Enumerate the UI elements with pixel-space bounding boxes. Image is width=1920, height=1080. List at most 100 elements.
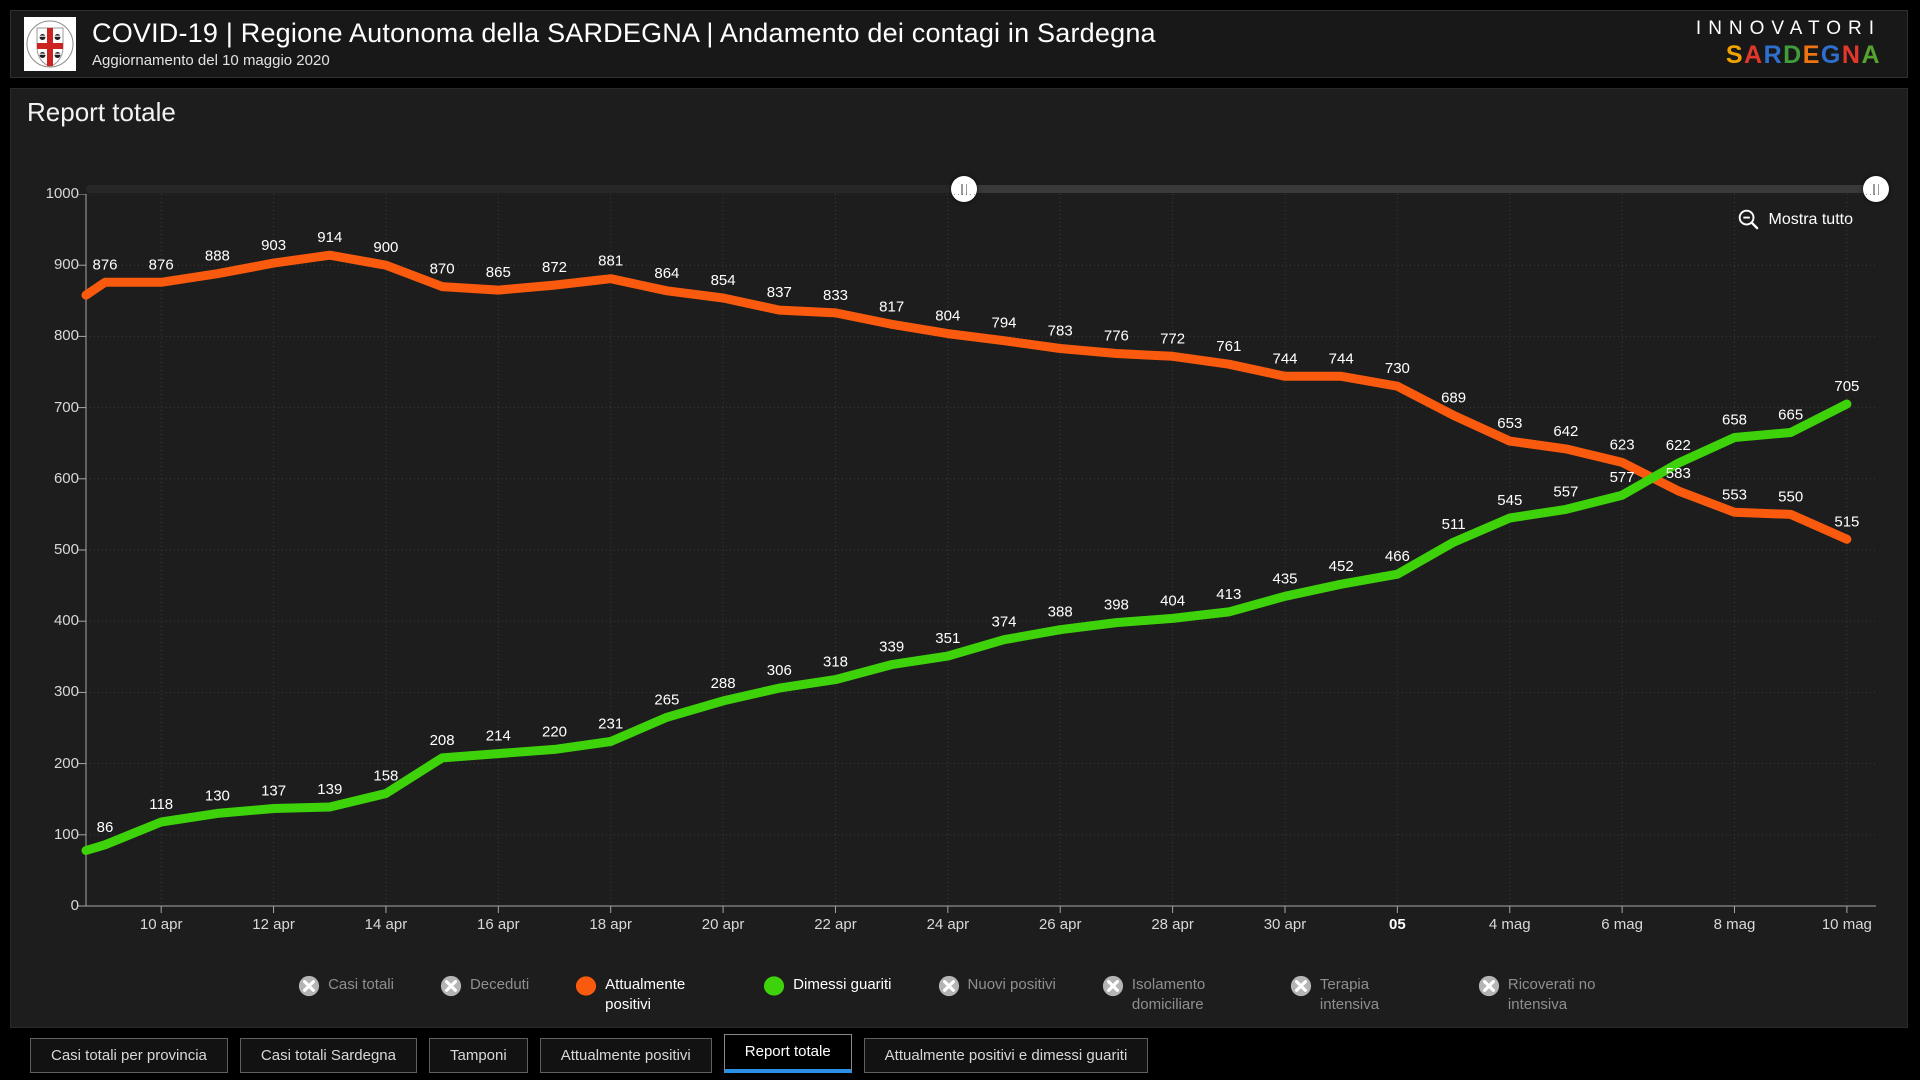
scrollbar-handle-right[interactable] <box>1863 176 1889 202</box>
innovatori-sardegna-logo: INNOVATORI SARDEGNA <box>1696 18 1881 70</box>
y-axis-label: 200 <box>53 754 79 772</box>
legend-label: Terapia intensiva <box>1319 976 1380 1013</box>
chart-legend: Casi totali Deceduti Attualmente positivi D… <box>71 975 1847 1014</box>
section-title: Report totale <box>27 97 176 127</box>
value-label: 137 <box>261 783 286 800</box>
legend-disabled-x-icon <box>440 975 462 997</box>
value-label: 730 <box>1385 360 1410 377</box>
value-label: 220 <box>542 723 567 740</box>
legend-series-marker <box>764 976 785 996</box>
x-axis-label: 16 apr <box>477 916 520 933</box>
series-dimessi-guariti[interactable] <box>81 399 1852 855</box>
tab-attualmente-positivi[interactable]: Attualmente positivi <box>539 1038 712 1073</box>
legend-item-nuovi-positivi[interactable]: Nuovi positivi <box>938 975 1056 997</box>
legend-disabled-x-icon <box>1478 975 1499 997</box>
y-axis-label: 600 <box>53 469 79 487</box>
x-axis-label: 30 apr <box>1263 916 1307 933</box>
legend-label: Deceduti <box>469 976 530 993</box>
value-label: 306 <box>767 662 792 679</box>
value-label: 583 <box>1666 465 1691 482</box>
value-label: 265 <box>654 691 679 708</box>
value-label: 231 <box>598 716 623 733</box>
tab-report-totale[interactable]: Report totale <box>723 1034 852 1073</box>
update-date: Aggiornamento del 10 maggio 2020 <box>92 52 330 70</box>
legend-item-deceduti[interactable]: Deceduti <box>440 975 529 997</box>
x-axis-label: 22 apr <box>814 916 857 933</box>
legend-disabled-x-icon <box>299 975 320 997</box>
brand-letter: A <box>1744 41 1764 69</box>
x-axis-label: 28 apr <box>1151 916 1194 933</box>
tab-tamponi[interactable]: Tamponi <box>429 1038 528 1073</box>
x-axis-label: 18 apr <box>589 916 632 933</box>
y-axis-label: 100 <box>53 825 79 843</box>
value-label: 865 <box>486 264 511 281</box>
legend-label: Ricoverati no intensiva <box>1507 976 1596 1013</box>
value-label: 553 <box>1722 486 1747 503</box>
header-titles: COVID-19 | Regione Autonoma della SARDEG… <box>92 18 1696 70</box>
tab-casi-totali-sardegna[interactable]: Casi totali Sardegna <box>239 1038 417 1073</box>
value-label: 550 <box>1778 488 1803 505</box>
value-label: 158 <box>373 768 398 785</box>
legend-disabled-x-icon <box>938 975 959 997</box>
legend-item-terapia-intensiva[interactable]: Terapia intensiva <box>1290 975 1432 1014</box>
value-label: 452 <box>1329 558 1354 575</box>
value-label: 86 <box>97 819 114 836</box>
brand-innovatori-text: INNOVATORI <box>1695 18 1881 39</box>
y-axis-label: 400 <box>53 612 79 630</box>
legend-item-ricoverati-no-intensiva[interactable]: Ricoverati no intensiva <box>1478 975 1620 1014</box>
y-axis-label: 800 <box>53 327 79 345</box>
legend-disabled-x-icon <box>1290 975 1311 997</box>
value-label: 888 <box>205 248 230 265</box>
legend-item-attualmente-positivi[interactable]: Attualmente positivi <box>575 975 717 1014</box>
value-label: 398 <box>1104 597 1129 614</box>
brand-sardegna-text: SARDEGNA <box>1696 41 1881 70</box>
value-label: 466 <box>1385 548 1410 565</box>
value-label: 772 <box>1160 330 1185 347</box>
x-axis-label: 6 mag <box>1601 916 1643 933</box>
value-label: 744 <box>1272 350 1297 367</box>
show-all-button[interactable]: Mostra tutto <box>1731 207 1859 232</box>
x-axis-label: 26 apr <box>1038 916 1082 933</box>
value-label: 705 <box>1834 378 1859 395</box>
value-label: 903 <box>261 237 286 254</box>
zoom-scrollbar-selection[interactable] <box>966 185 1878 193</box>
scrollbar-handle-left[interactable] <box>951 176 977 202</box>
value-label: 118 <box>149 796 173 813</box>
y-axis-label: 900 <box>53 256 79 274</box>
value-label: 208 <box>430 732 455 749</box>
line-chart[interactable]: 876 876 888 903 914 900 870 865 872 881 864 854 837 8… <box>46 194 1876 924</box>
tab-casi-totali-per-provincia[interactable]: Casi totali per provincia <box>30 1038 228 1073</box>
value-label: 817 <box>879 298 904 315</box>
value-label: 914 <box>317 229 342 246</box>
legend-label: Nuovi positivi <box>967 976 1056 993</box>
value-label: 833 <box>823 287 848 304</box>
value-label: 658 <box>1722 412 1747 429</box>
value-label: 870 <box>430 261 455 278</box>
value-label: 139 <box>317 781 342 798</box>
value-label: 339 <box>879 639 904 656</box>
x-axis-label: 05 <box>1389 916 1406 933</box>
y-axis-label: 1000 <box>45 185 79 202</box>
value-label: 413 <box>1216 586 1241 603</box>
value-label: 744 <box>1329 350 1354 367</box>
legend-item-casi-totali[interactable]: Casi totali <box>298 975 394 997</box>
legend-item-isolamento-domiciliare[interactable]: Isolamento domiciliare <box>1102 975 1244 1014</box>
value-label: 776 <box>1104 328 1129 345</box>
value-label: 876 <box>149 256 174 273</box>
legend-item-dimessi-guariti[interactable]: Dimessi guariti <box>763 975 892 997</box>
value-label: 665 <box>1778 407 1803 424</box>
tab-bar: Casi totali per provincia Casi totali Sar… <box>10 1032 1908 1080</box>
brand-letter: A <box>1861 41 1881 69</box>
sardegna-coat-of-arms-logo <box>24 17 76 71</box>
value-label: 388 <box>1048 604 1073 621</box>
header: COVID-19 | Regione Autonoma della SARDEG… <box>10 10 1908 78</box>
y-axis-label: 700 <box>53 398 79 416</box>
y-axis-label: 300 <box>53 683 79 701</box>
x-axis-label: 14 apr <box>364 916 408 933</box>
legend-label: Attualmente positivi <box>605 976 686 1013</box>
series-attualmente-positivi[interactable] <box>81 250 1852 544</box>
value-label: 642 <box>1553 423 1578 440</box>
tab-attualmente-positivi-e-dimessi-guariti[interactable]: Attualmente positivi e dimessi guariti <box>863 1038 1149 1073</box>
value-label: 837 <box>767 284 792 301</box>
